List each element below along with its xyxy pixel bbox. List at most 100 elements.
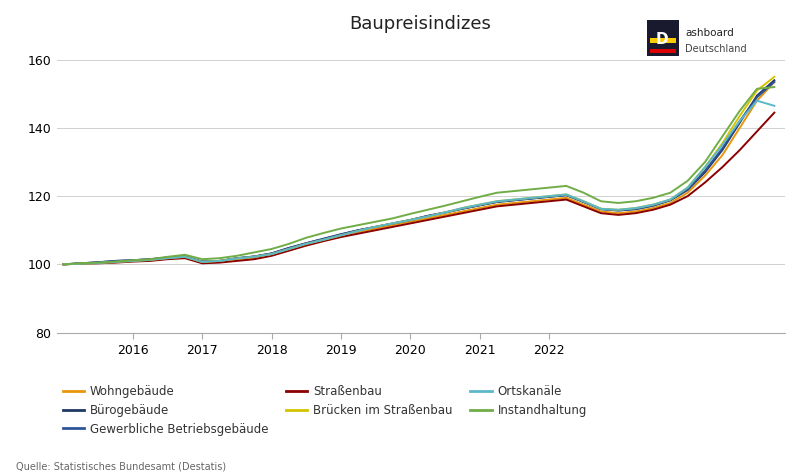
Wohngebäude: [232, 256, 242, 262]
Ortskanäle: [492, 199, 502, 204]
Instandhaltung: [319, 230, 328, 236]
Instandhaltung: [631, 199, 641, 204]
Ortskanäle: [93, 260, 103, 266]
Bürogebäude: [163, 255, 172, 260]
Bürogebäude: [492, 199, 502, 205]
Bürogebäude: [613, 208, 623, 213]
Gewerbliche Betriebsgebäude: [457, 206, 467, 211]
Bürogebäude: [718, 147, 727, 153]
Line: Brücken im Straßenbau: Brücken im Straßenbau: [64, 77, 774, 264]
Brücken im Straßenbau: [388, 220, 398, 226]
Bürogebäude: [267, 251, 277, 256]
Bürogebäude: [128, 257, 138, 263]
Straßenbau: [561, 197, 571, 202]
Title: Baupreisindizes: Baupreisindizes: [349, 15, 492, 33]
Wohngebäude: [163, 256, 172, 261]
Ortskanäle: [631, 205, 641, 211]
Gewerbliche Betriebsgebäude: [111, 258, 121, 264]
Wohngebäude: [319, 237, 328, 243]
Wohngebäude: [700, 173, 709, 179]
Ortskanäle: [683, 185, 693, 190]
Straßenbau: [146, 258, 155, 264]
Bürogebäude: [700, 170, 709, 175]
Brücken im Straßenbau: [492, 199, 502, 204]
Straßenbau: [683, 193, 693, 199]
Gewerbliche Betriebsgebäude: [249, 254, 259, 259]
Brücken im Straßenbau: [163, 256, 172, 261]
Bürogebäude: [59, 261, 69, 267]
Straßenbau: [648, 207, 658, 213]
Straßenbau: [128, 259, 138, 265]
Wohngebäude: [440, 212, 450, 218]
Ortskanäle: [336, 232, 345, 238]
Bürogebäude: [561, 192, 571, 198]
Brücken im Straßenbau: [284, 246, 294, 252]
Instandhaltung: [197, 256, 207, 262]
Straßenbau: [214, 260, 224, 266]
Straßenbau: [666, 202, 676, 208]
Instandhaltung: [475, 194, 485, 200]
Wohngebäude: [284, 246, 294, 252]
Bürogebäude: [388, 220, 398, 226]
Gewerbliche Betriebsgebäude: [371, 224, 380, 230]
Gewerbliche Betriebsgebäude: [128, 257, 138, 263]
Bürogebäude: [527, 196, 536, 201]
Instandhaltung: [666, 190, 676, 196]
FancyBboxPatch shape: [647, 20, 680, 56]
Brücken im Straßenbau: [59, 261, 69, 267]
Straßenbau: [492, 203, 502, 209]
Instandhaltung: [128, 257, 138, 263]
Instandhaltung: [76, 260, 86, 266]
Brücken im Straßenbau: [423, 214, 433, 219]
Text: D: D: [655, 32, 668, 47]
Instandhaltung: [561, 183, 571, 189]
Brücken im Straßenbau: [596, 206, 606, 211]
Wohngebäude: [683, 190, 693, 196]
Ortskanäle: [232, 256, 242, 261]
Ortskanäle: [457, 205, 467, 211]
Instandhaltung: [735, 108, 744, 114]
Bürogebäude: [319, 236, 328, 242]
Wohngebäude: [128, 258, 138, 264]
Brücken im Straßenbau: [249, 254, 259, 260]
Ortskanäle: [613, 207, 623, 213]
Line: Instandhaltung: Instandhaltung: [64, 87, 774, 264]
Instandhaltung: [267, 246, 277, 252]
Brücken im Straßenbau: [613, 207, 623, 213]
Brücken im Straßenbau: [405, 217, 415, 223]
Gewerbliche Betriebsgebäude: [527, 196, 536, 201]
Ortskanäle: [700, 164, 709, 170]
Gewerbliche Betriebsgebäude: [648, 203, 658, 209]
Ortskanäle: [561, 191, 571, 197]
Bürogebäude: [683, 187, 693, 193]
Instandhaltung: [510, 188, 519, 194]
Wohngebäude: [180, 255, 190, 260]
Wohngebäude: [492, 202, 502, 208]
Bürogebäude: [596, 206, 606, 212]
Brücken im Straßenbau: [354, 228, 363, 234]
Gewerbliche Betriebsgebäude: [93, 259, 103, 265]
Ortskanäle: [111, 259, 121, 265]
Straßenbau: [371, 228, 380, 233]
Wohngebäude: [197, 260, 207, 266]
Ortskanäle: [267, 251, 277, 257]
Brücken im Straßenbau: [666, 197, 676, 202]
Instandhaltung: [284, 241, 294, 247]
Instandhaltung: [388, 216, 398, 221]
Straßenbau: [59, 261, 69, 267]
Straßenbau: [631, 210, 641, 216]
Wohngebäude: [267, 251, 277, 257]
Line: Gewerbliche Betriebsgebäude: Gewerbliche Betriebsgebäude: [64, 82, 774, 264]
Wohngebäude: [561, 195, 571, 201]
Gewerbliche Betriebsgebäude: [666, 198, 676, 203]
Ortskanäle: [510, 197, 519, 202]
Ortskanäle: [648, 202, 658, 208]
Ortskanäle: [249, 254, 259, 260]
Instandhaltung: [59, 261, 69, 267]
Gewerbliche Betriebsgebäude: [492, 199, 502, 205]
Straßenbau: [510, 202, 519, 208]
Gewerbliche Betriebsgebäude: [440, 209, 450, 215]
Instandhaltung: [596, 199, 606, 204]
Ortskanäle: [214, 258, 224, 264]
Brücken im Straßenbau: [648, 202, 658, 208]
